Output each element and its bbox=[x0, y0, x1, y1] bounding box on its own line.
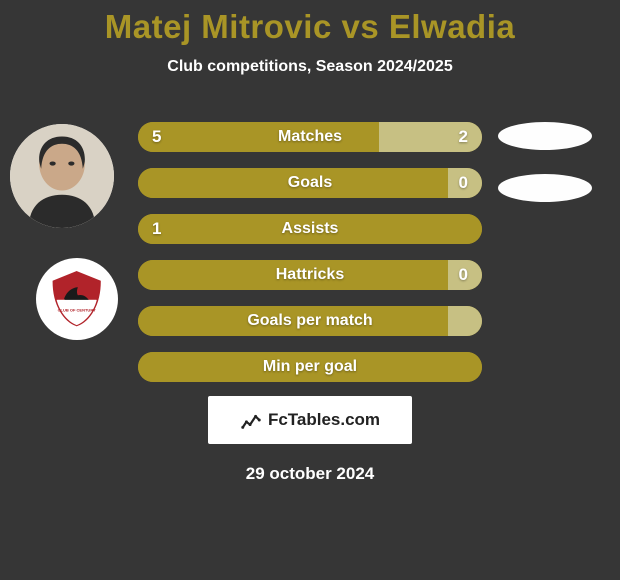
bar-fill-left bbox=[138, 122, 379, 152]
stat-bar: Goals 0 bbox=[138, 168, 482, 198]
bar-fill-right bbox=[448, 306, 482, 336]
side-ellipse bbox=[498, 174, 592, 202]
bar-label: Hattricks bbox=[276, 266, 344, 284]
bar-label: Goals bbox=[288, 174, 332, 192]
date-text: 29 october 2024 bbox=[0, 464, 620, 484]
bar-label: Goals per match bbox=[247, 312, 372, 330]
stat-bar: Matches 5 2 bbox=[138, 122, 482, 152]
chart-icon bbox=[240, 409, 262, 431]
source-badge-text: FcTables.com bbox=[268, 410, 380, 430]
bar-label: Min per goal bbox=[263, 358, 357, 376]
stat-bar: Goals per match bbox=[138, 306, 482, 336]
player1-avatar bbox=[10, 124, 114, 228]
club-crest-icon: CLUB OF CENTURY bbox=[48, 270, 105, 327]
bar-value-right: 0 bbox=[459, 173, 468, 193]
player2-club-badge: CLUB OF CENTURY bbox=[36, 258, 118, 340]
side-ellipse bbox=[498, 122, 592, 150]
avatar-column: CLUB OF CENTURY bbox=[8, 124, 120, 340]
page-title: Matej Mitrovic vs Elwadia bbox=[0, 0, 620, 46]
bar-label: Matches bbox=[278, 128, 342, 146]
svg-text:CLUB OF CENTURY: CLUB OF CENTURY bbox=[58, 308, 96, 313]
bar-label: Assists bbox=[282, 220, 339, 238]
person-icon bbox=[10, 124, 114, 228]
source-badge: FcTables.com bbox=[208, 396, 412, 444]
bar-value-left: 1 bbox=[152, 219, 161, 239]
bar-value-right: 2 bbox=[459, 127, 468, 147]
stat-bar: Min per goal bbox=[138, 352, 482, 382]
stat-bar: Hattricks 0 bbox=[138, 260, 482, 290]
bar-value-right: 0 bbox=[459, 265, 468, 285]
stat-bar: Assists 1 bbox=[138, 214, 482, 244]
side-ellipses bbox=[492, 122, 612, 226]
subtitle: Club competitions, Season 2024/2025 bbox=[0, 58, 620, 76]
bar-value-left: 5 bbox=[152, 127, 161, 147]
comparison-bars: Matches 5 2 Goals 0 Assists 1 Hattricks 0 Goals p… bbox=[138, 122, 482, 398]
